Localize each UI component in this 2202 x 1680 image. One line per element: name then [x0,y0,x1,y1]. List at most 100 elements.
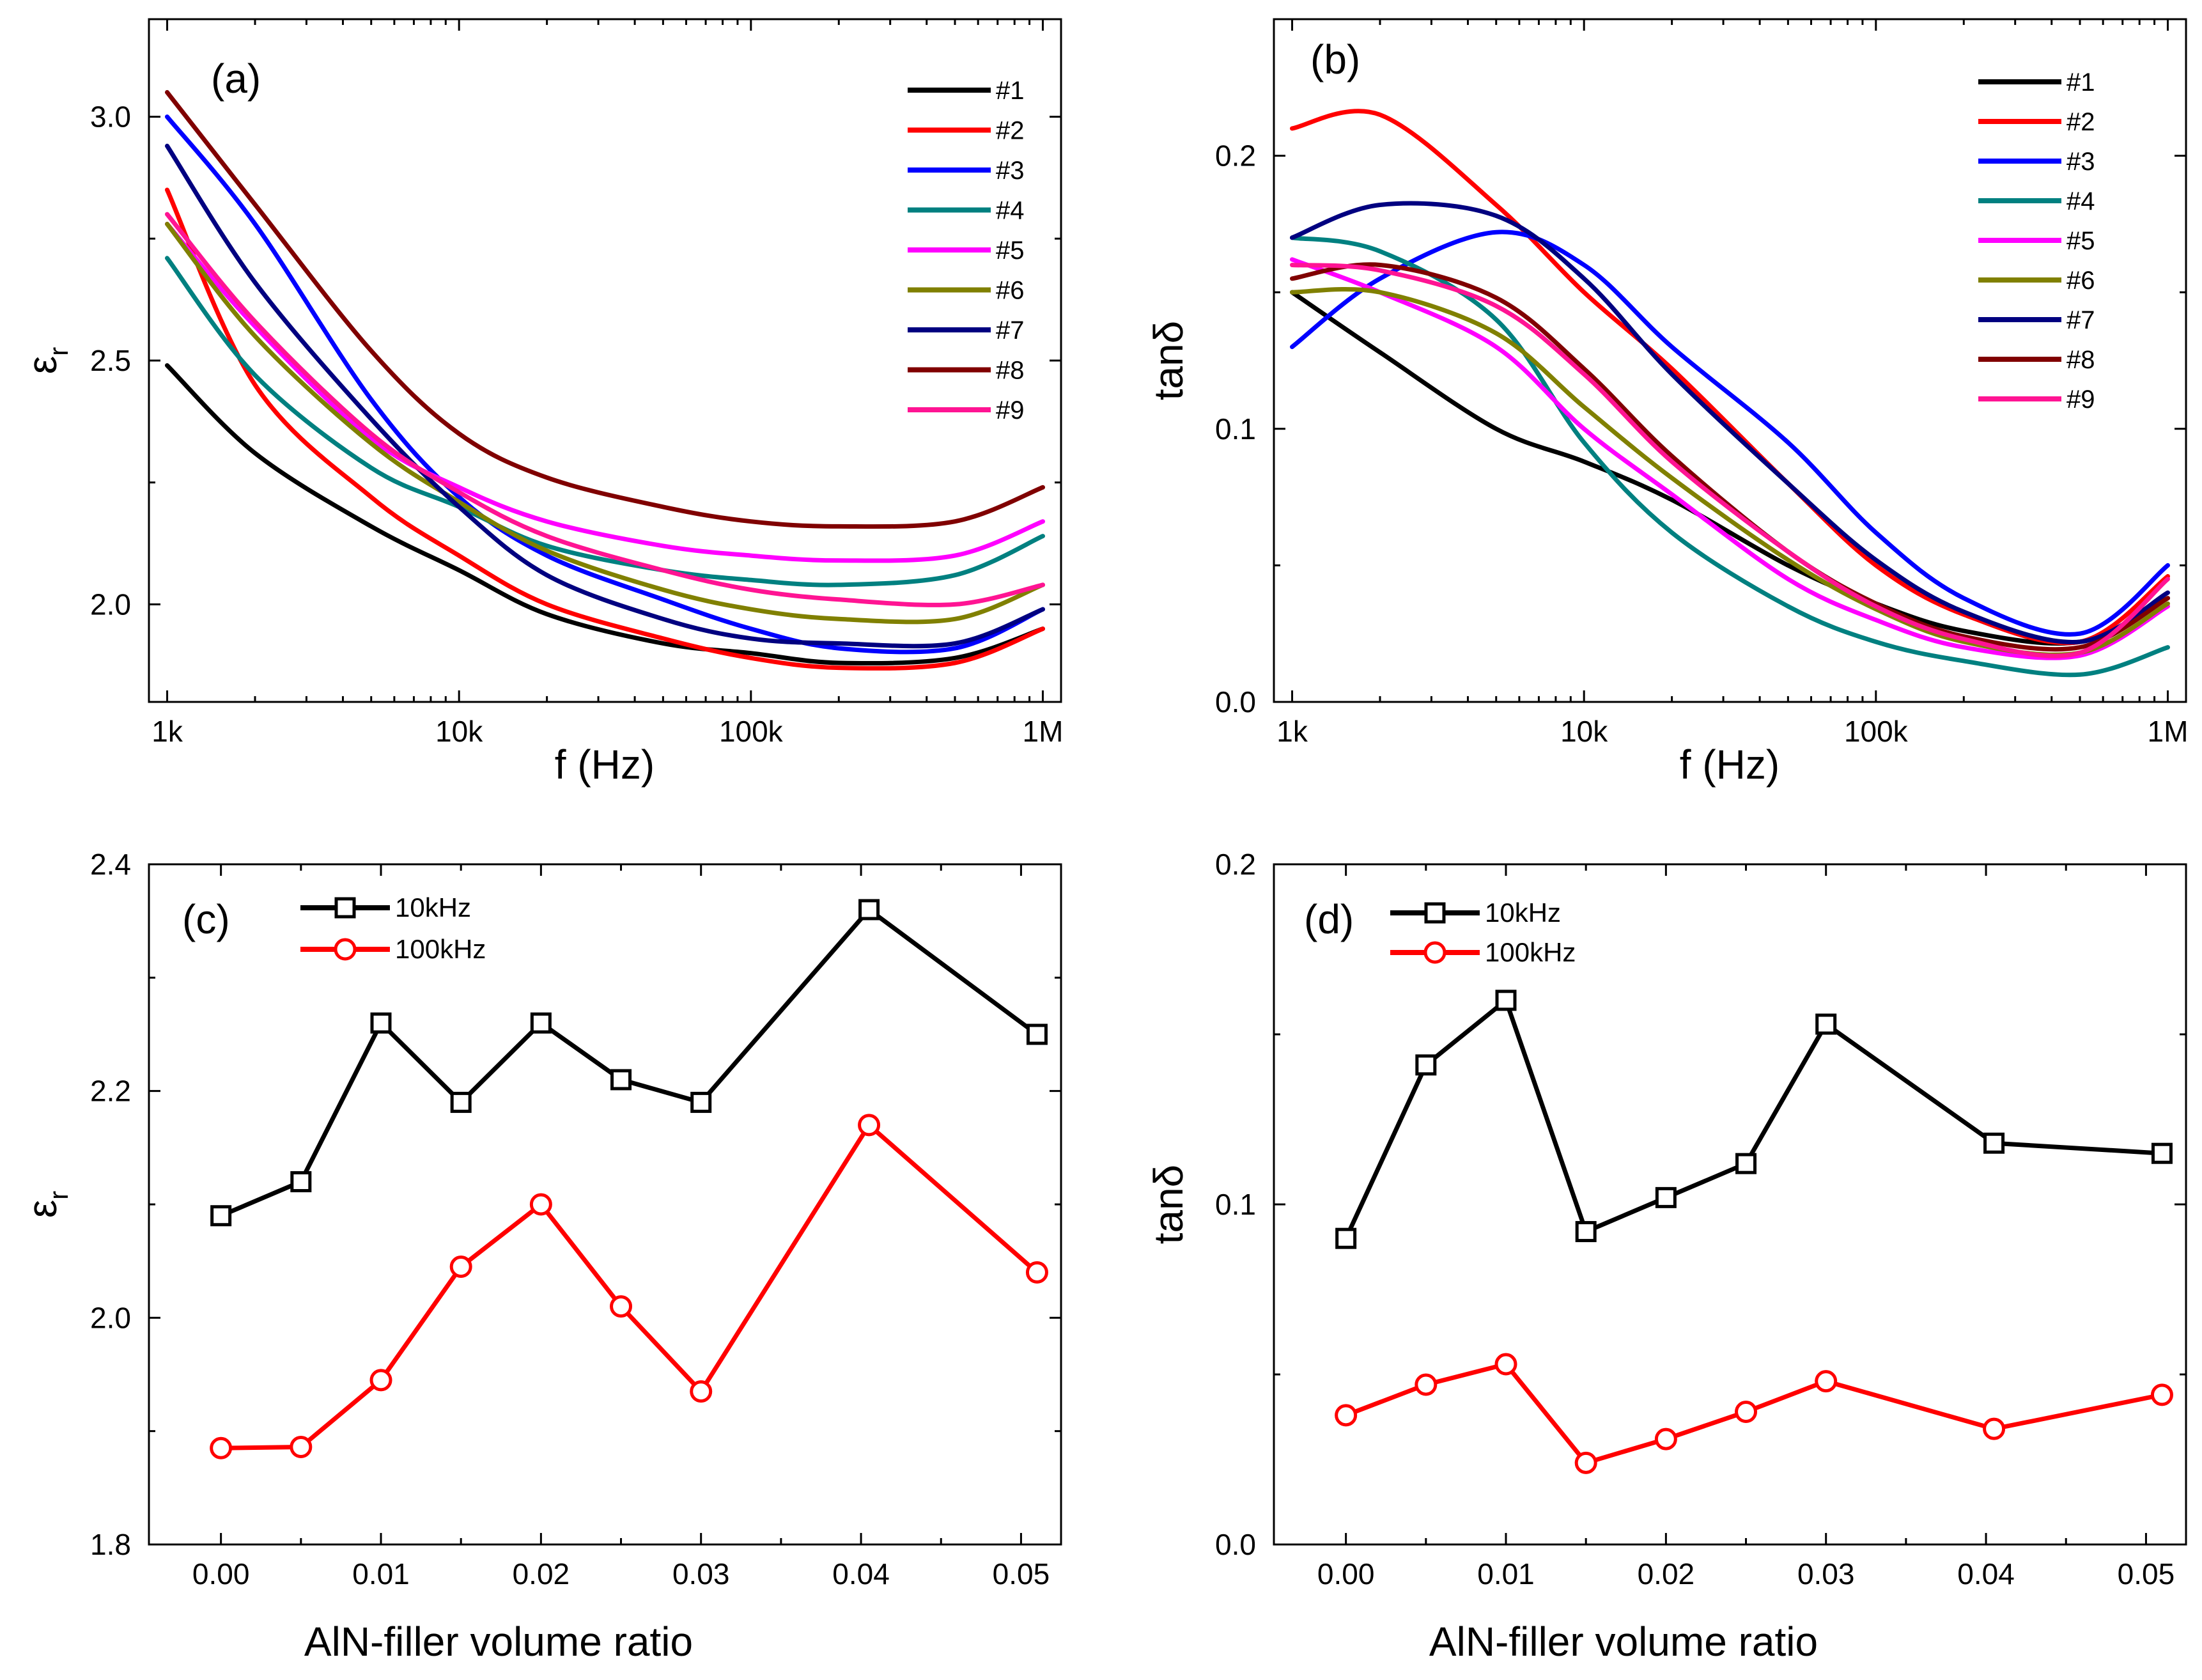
series-line [1290,262,2170,652]
data-point [1655,1186,1677,1208]
panel-label-c: (c) [182,896,230,942]
data-point [1415,1373,1438,1396]
marks-c: 0.00 0.01 0.02 0.03 0.04 0.05 1.8 2.0 2.2 2.4 10kH… [90,848,1061,1591]
legend-entry: 100kHz [300,934,486,964]
x-tick-label: 1k [151,715,183,748]
data-point [2150,1383,2173,1406]
series-n5 [165,221,1045,563]
legend-entry: #1 [1978,68,2095,97]
series-line [165,212,1045,607]
series-n7 [1290,201,2170,645]
series-n5 [1290,257,2170,660]
x-tick-label: 0.00 [1317,1557,1375,1591]
y-tick-label: 1.8 [90,1528,131,1561]
x-tick-label: 0.01 [352,1557,410,1591]
series-n2 [165,187,1045,671]
data-point [1025,1261,1048,1284]
data-point [610,1069,632,1091]
series-10kHz [1335,990,2173,1249]
data-point [1983,1132,2005,1154]
x-axis-title-d: AlN-filler volume ratio [1429,1619,1818,1665]
series-n6 [165,221,1045,625]
data-point [1415,1054,1437,1076]
legend-entry: #4 [1978,187,2095,215]
data-point [690,1091,712,1113]
legend-label: #5 [2066,227,2095,255]
series-n1 [165,363,1045,666]
panel-a: 1k 10k 100k 1M 2.0 2.5 3.0 #1 #2 #3 #4 #5 #6 #7 #8 #9 (… [19,18,1063,788]
series-n9 [1290,263,2170,658]
x-axis-title-c: AlN-filler volume ratio [304,1619,693,1665]
legend-marker [1423,941,1446,964]
x-tick-label: 1M [1023,715,1064,748]
legend-entry: #2 [1978,108,2095,136]
data-point [1983,1417,2006,1440]
series-line [165,221,1045,625]
data-point [1815,1370,1838,1393]
legend-entry: #2 [908,117,1025,145]
marks-b: 1k 10k 100k 1M 0.0 0.1 0.2 #1 #2 #3 #4 #5 #6 #7 #8 #9 [1215,19,2188,748]
legend-entry: #9 [908,396,1025,424]
y-tick-label: 2.0 [90,1301,131,1334]
series-line [1290,290,2170,646]
legend-label: #3 [996,157,1025,185]
legend-entry: #6 [908,277,1025,305]
legend-marker [334,938,357,961]
series-n4 [1290,235,2170,678]
x-tick-label: 100k [719,715,784,748]
series-n3 [165,114,1045,655]
y-tick-label: 0.0 [1215,1528,1256,1561]
marks-a: 1k 10k 100k 1M 2.0 2.5 3.0 #1 #2 #3 #4 #5 #6 #7 #8 #9 [90,19,1063,748]
data-point [1735,1401,1758,1424]
series-line [165,221,1045,563]
y-axis-title-b: tanδ [1145,321,1191,401]
legend-entry: #3 [1978,148,2095,176]
data-point [529,1193,552,1216]
legend-label: #9 [996,396,1025,424]
y-axis-title-sub-c: r [43,1191,74,1200]
series-line [1290,286,2170,657]
series-line [165,89,1045,529]
series-10kHz [210,899,1048,1227]
x-tick-label: 10k [1560,715,1608,748]
y-axis-title-a: εr [19,347,74,375]
series-line [165,256,1045,587]
series-line [1290,201,2170,645]
series-line [219,1123,1039,1451]
data-point [690,1380,713,1403]
data-point [1815,1013,1837,1035]
legend-label: #9 [2066,385,2095,414]
data-point [1575,1221,1597,1243]
panel-label-a: (a) [211,56,261,102]
x-tick-label: 10k [435,715,483,748]
data-point [1654,1427,1677,1451]
x-tick-label: 0.02 [513,1557,570,1591]
panel-b: 1k 10k 100k 1M 0.0 0.1 0.2 #1 #2 #3 #4 #5 #6 #7 #8 #9 (… [1145,18,2188,788]
series-100kHz [1335,1353,2173,1474]
y-tick-label: 0.0 [1215,685,1256,719]
series-line [1290,263,2170,658]
x-tick-label: 0.05 [2118,1557,2175,1591]
legend-label: #5 [996,237,1025,265]
legend-label: #8 [996,357,1025,385]
series-line [165,143,1045,649]
legend-label: #6 [996,277,1025,305]
legend-label: 100kHz [395,934,486,964]
data-point [449,1256,472,1279]
plot-frame-b [1273,18,2187,703]
data-point [290,1435,313,1458]
series-line [165,363,1045,666]
legend-entry: 10kHz [300,892,471,922]
y-axis-title-d: tanδ [1145,1165,1191,1245]
series-n8 [165,89,1045,529]
y-tick-label: 0.2 [1215,848,1256,881]
legend-entry: 100kHz [1390,937,1576,967]
data-point [1335,1227,1357,1249]
series-line [165,114,1045,655]
panel-d: 0.00 0.01 0.02 0.03 0.04 0.05 0.0 0.1 0.2 10kHz 10… [1145,848,2187,1665]
series-n6 [1290,286,2170,657]
y-tick-label: 2.5 [90,344,131,377]
series-n1 [1290,290,2170,646]
y-tick-label: 0.1 [1215,1188,1256,1221]
